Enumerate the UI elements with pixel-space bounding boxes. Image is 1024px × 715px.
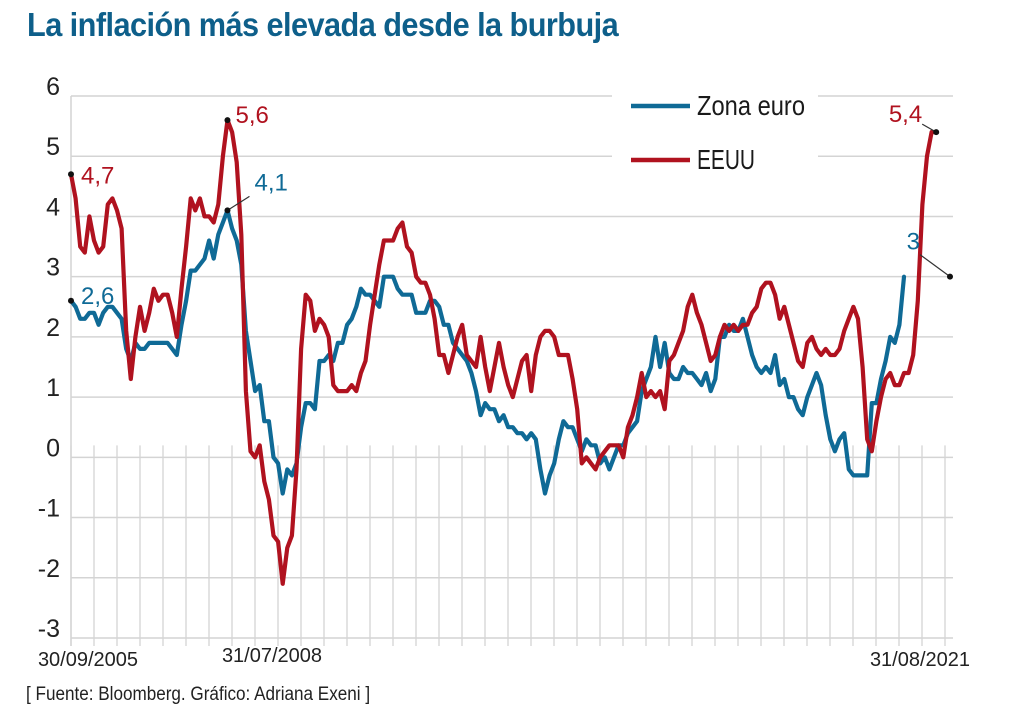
grid	[70, 95, 953, 646]
annotation-marker	[224, 117, 231, 124]
x-tick-label: 31/08/2021	[870, 649, 970, 671]
annotation-label: 4,1	[254, 169, 287, 196]
legend-box	[612, 86, 818, 186]
annotation-marker	[68, 171, 74, 178]
annotations: 4,7 2,6 5,6 4,1 5,4 3	[68, 101, 953, 310]
y-tick-label: 6	[46, 73, 60, 101]
series-line-eeuu	[68, 118, 939, 586]
y-tick-label: 5	[46, 133, 60, 161]
x-axis-ticks: 30/09/2005 31/07/2008 31/08/2021	[38, 645, 970, 671]
y-tick-label: -2	[38, 555, 60, 583]
annotation-marker	[933, 129, 940, 136]
y-tick-label: 0	[46, 434, 60, 462]
source-credit: [ Fuente: Bloomberg. Gráfico: Adriana Ex…	[26, 684, 371, 705]
annotation-marker	[68, 297, 74, 304]
y-tick-label: 4	[46, 193, 60, 221]
y-tick-label: -3	[38, 615, 60, 643]
annotation-leader	[919, 254, 951, 278]
annotation-leader	[227, 195, 250, 211]
y-tick-label: 3	[46, 254, 60, 282]
annotation-marker	[224, 207, 231, 214]
x-tick-label: 31/07/2008	[222, 645, 322, 667]
y-tick-label: 1	[46, 374, 60, 402]
annotation-label: 4,7	[81, 162, 114, 189]
annotation-label: 5,6	[235, 102, 268, 129]
annotation-label: 3	[907, 229, 920, 256]
annotation-label: 2,6	[81, 283, 114, 310]
chart-title: La inflación más elevada desde la burbuj…	[27, 6, 619, 43]
legend-background	[612, 86, 818, 186]
y-tick-label: -1	[38, 495, 60, 523]
legend: Zona euro EEUU	[631, 90, 805, 175]
series-line-zona-euro	[68, 208, 907, 496]
legend-label-eeuu: EEUU	[697, 144, 755, 175]
series-lines	[68, 118, 939, 586]
annotation-label: 5,4	[889, 101, 922, 128]
y-tick-label: 2	[46, 314, 60, 342]
x-tick-label: 30/09/2005	[38, 649, 138, 671]
legend-label-zona-euro: Zona euro	[697, 90, 805, 121]
annotation-marker	[947, 273, 953, 280]
y-axis-ticks: 6 5 4 3 2 1 0 -1 -2 -3	[38, 73, 60, 643]
